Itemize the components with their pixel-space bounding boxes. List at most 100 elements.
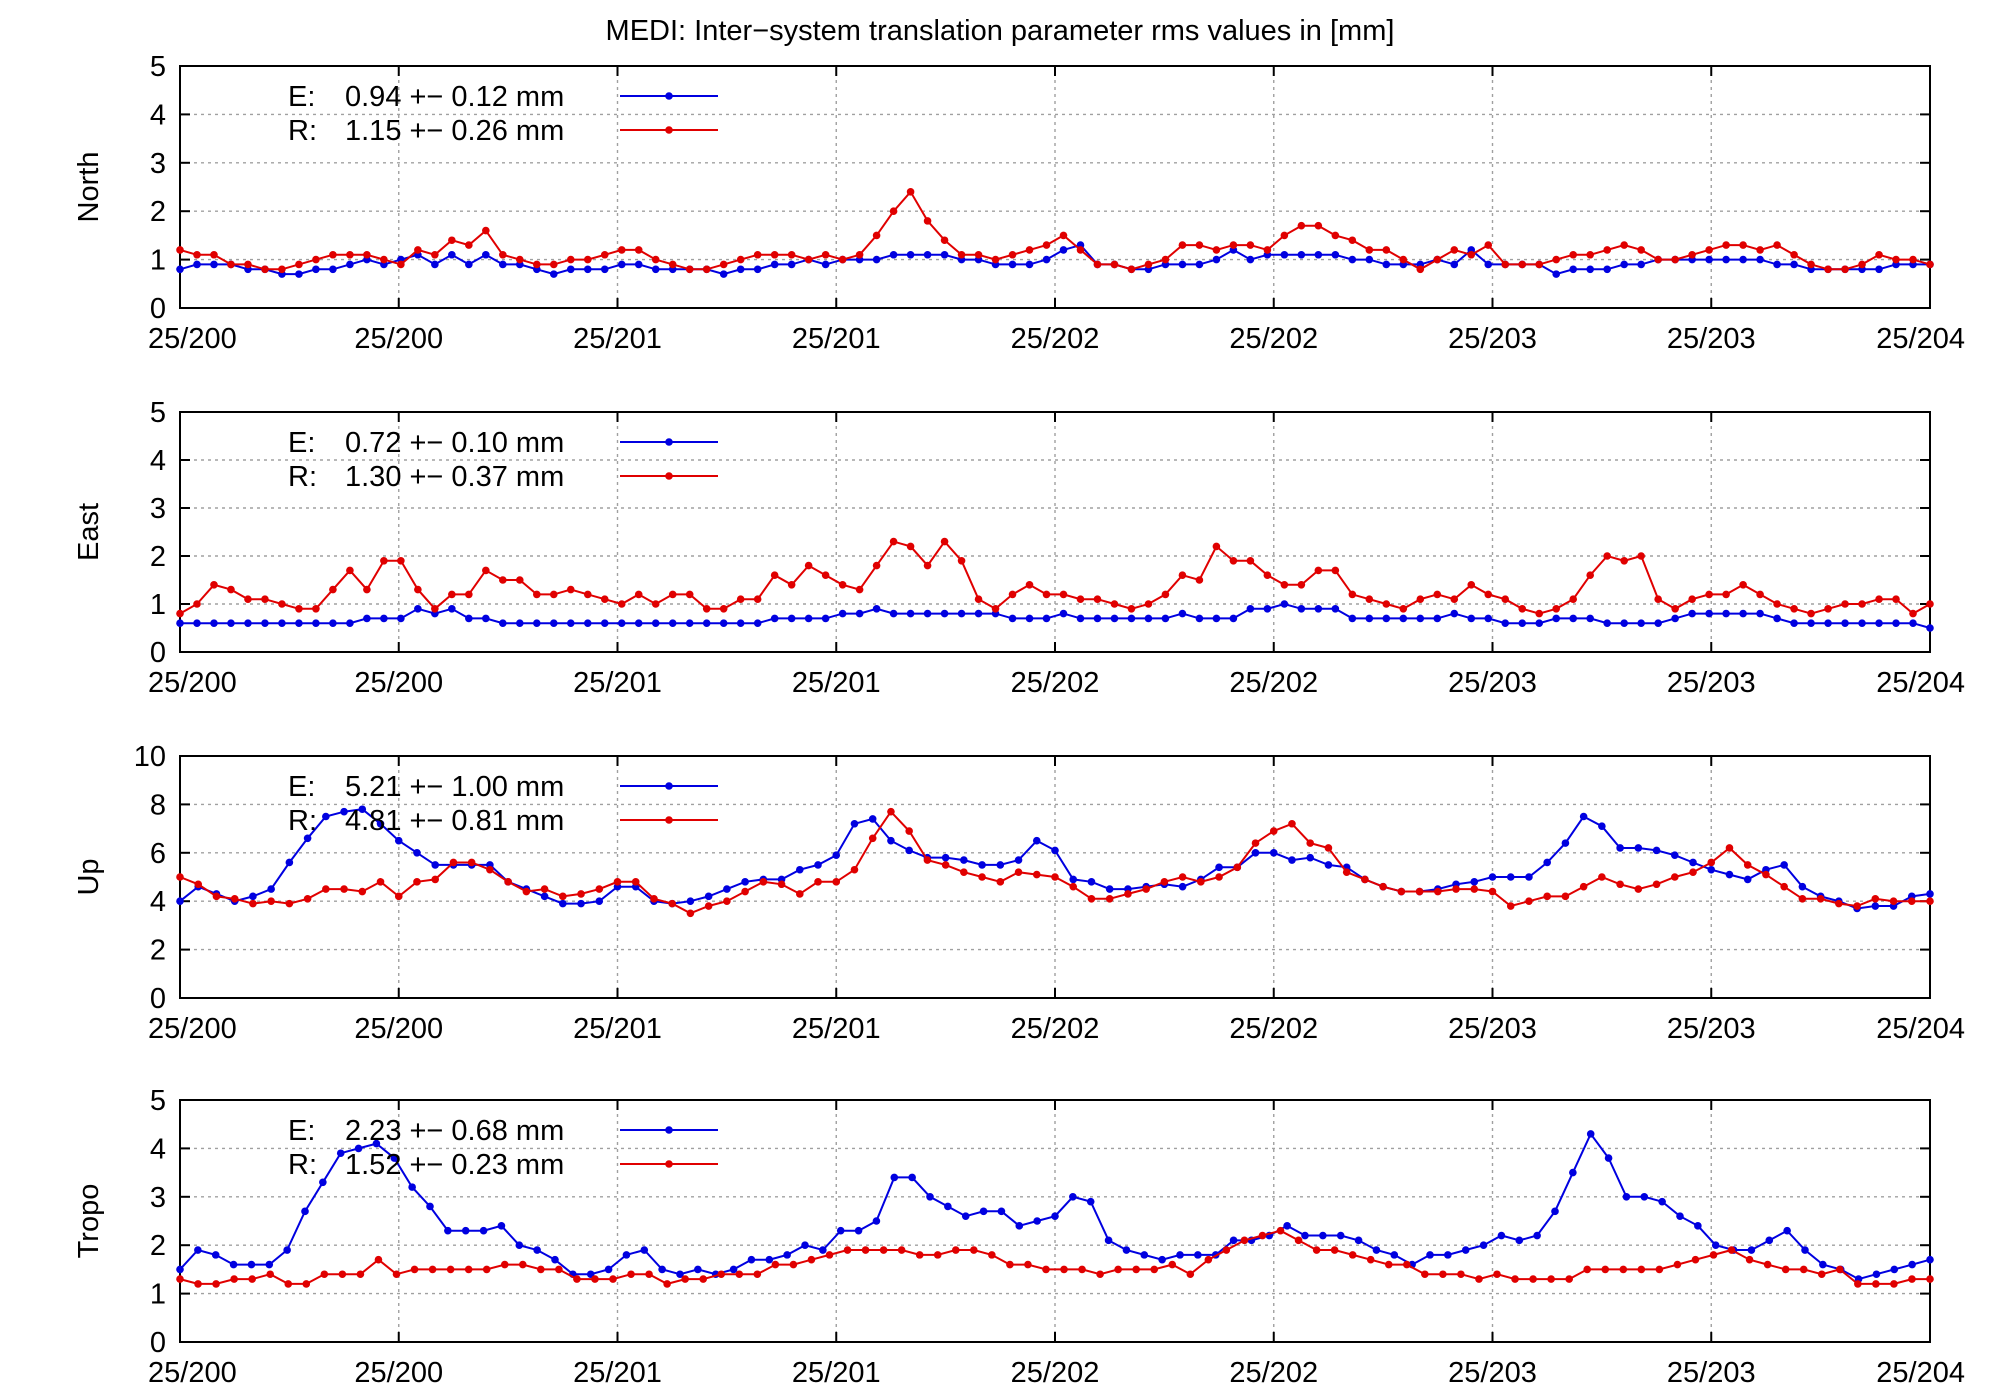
data-point-R [1807,260,1815,269]
data-point-R [482,1265,491,1274]
data-point-R [957,250,966,259]
data-point-E [1711,1241,1720,1249]
data-point-E [814,861,822,869]
data-point-R [329,250,337,259]
data-point-R [1853,902,1861,910]
data-point-E [1926,1255,1934,1264]
data-point-E [267,885,275,893]
x-tick-label: 25/201 [792,667,881,699]
x-tick-label: 25/203 [1448,1013,1537,1045]
data-point-R [825,1251,834,1259]
x-tick-label: 25/200 [354,323,443,355]
data-point-R [212,1280,220,1288]
data-point-E [1637,260,1645,269]
data-point-E [1783,1226,1791,1235]
data-point-E [1178,609,1187,618]
data-point-E [940,250,949,259]
data-point-E [1450,260,1459,269]
data-point-R [838,581,847,589]
data-point-E [1707,865,1716,874]
data-point-E [1743,875,1752,884]
y-axis-label: North [73,152,105,223]
data-point-E [836,1226,845,1235]
data-point-E [1908,1260,1916,1269]
y-tick-label: 1 [150,245,166,277]
data-point-E [1178,882,1187,891]
data-point-R [1652,880,1661,889]
data-point-E [634,260,643,269]
data-point-E [783,1251,791,1259]
data-point-R [1525,897,1533,905]
x-tick-label: 25/201 [573,1357,662,1389]
data-point-R [1501,595,1510,603]
data-point-R [1552,255,1561,264]
data-point-E [1283,1222,1291,1230]
data-point-E [854,1226,863,1235]
data-point-R [1416,595,1425,603]
data-point-R [1297,581,1306,589]
data-point-R [1415,887,1424,896]
data-point-R [227,585,235,594]
data-point-R [814,878,822,886]
data-point-E [295,619,303,627]
data-point-R [194,880,203,889]
x-tick-label: 25/204 [1876,1013,1965,1045]
data-point-R [978,873,986,881]
data-point-E [1032,836,1041,845]
data-point-R [1619,1265,1628,1274]
data-point-R [1348,590,1357,599]
data-point-R [957,557,966,565]
data-point-R [559,892,567,901]
data-point-E [461,1226,470,1235]
data-point-E [363,614,371,623]
data-point-R [285,899,294,908]
data-point-R [1114,1265,1122,1274]
data-point-R [410,1265,419,1274]
data-point-R [1314,566,1323,575]
x-tick-label: 25/200 [148,667,237,699]
data-point-R [832,878,841,886]
data-point-R [1603,246,1611,254]
data-point-E [940,609,949,618]
data-point-E [1926,624,1934,632]
data-point-R [312,605,320,613]
data-point-E [1461,1246,1470,1254]
data-point-R [1160,878,1169,886]
data-point-E [1773,260,1781,269]
data-point-E [497,1222,506,1230]
data-point-R [1908,1275,1916,1283]
data-point-R [340,885,348,893]
data-point-R [685,590,694,599]
data-point-R [777,880,786,889]
data-point-R [1324,844,1333,852]
data-point-R [1816,894,1825,903]
data-point-E [1280,250,1289,259]
data-point-R [591,1275,599,1283]
data-point-R [1042,590,1051,599]
data-point-E [1297,250,1306,259]
x-tick-label: 25/201 [792,1357,881,1389]
y-tick-label: 1 [150,1279,166,1311]
data-point-R [516,576,524,584]
data-point-R [176,873,184,881]
data-point-R [1889,897,1898,905]
data-point-R [322,885,330,893]
data-point-E [1195,614,1204,623]
data-point-E [1616,844,1624,852]
data-point-R [634,590,643,599]
legend-stat-R: 4.81 +− 0.81 mm [345,805,564,837]
data-point-E [1603,265,1611,274]
data-point-E [1212,255,1221,264]
data-point-R [804,255,813,264]
y-tick-label: 0 [150,293,166,325]
data-point-E [1348,255,1357,264]
data-point-E [1008,614,1017,623]
data-point-R [555,1265,563,1274]
data-point-E [668,619,677,627]
data-point-R [1569,595,1578,603]
data-point-R [1042,1265,1050,1274]
data-point-E [872,1217,881,1225]
x-tick-label: 25/202 [1229,1357,1318,1389]
data-point-R [1871,894,1880,903]
data-point-E [676,1270,684,1279]
